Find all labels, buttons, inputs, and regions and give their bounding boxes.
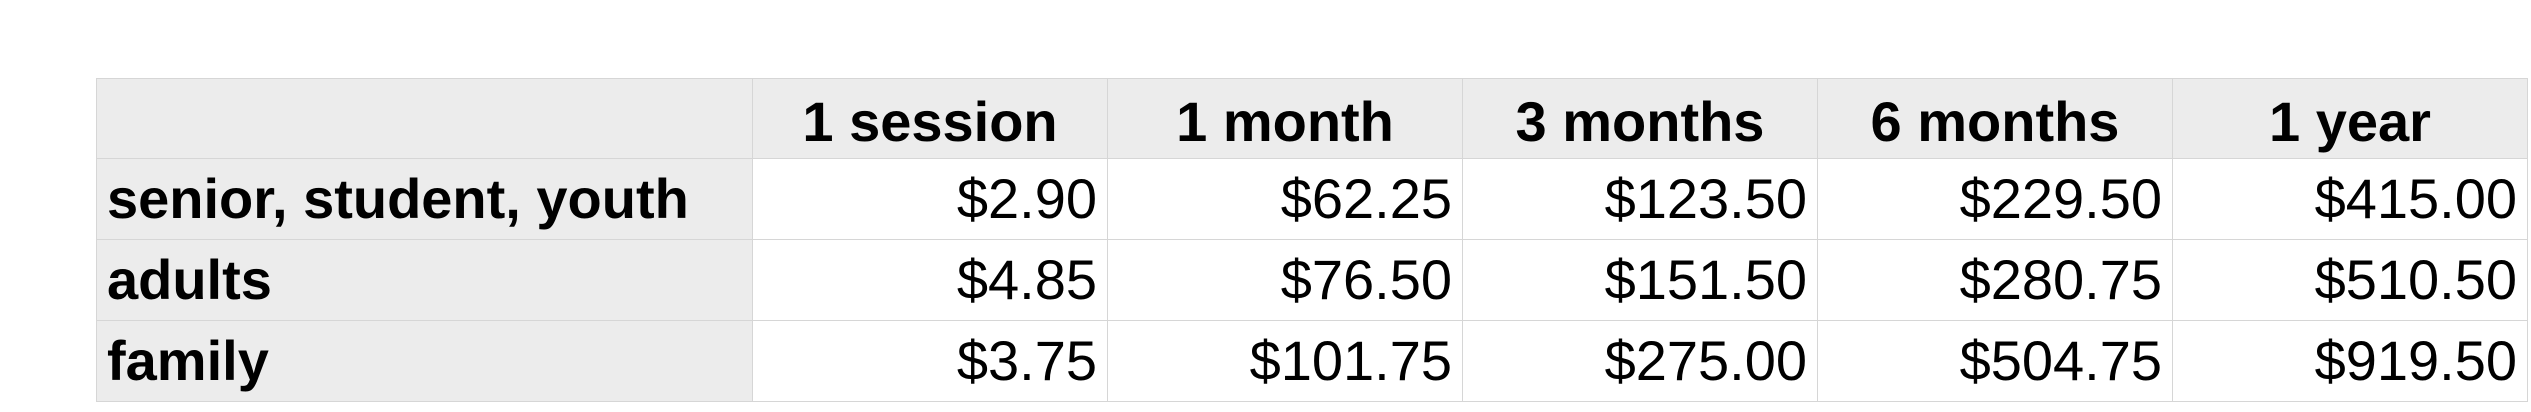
- price-cell: $504.75: [1817, 320, 2173, 402]
- price-cell: $510.50: [2172, 239, 2528, 321]
- price-cell: $4.85: [752, 239, 1108, 321]
- row-header-family: family: [96, 320, 753, 402]
- row-header-senior-student-youth: senior, student, youth: [96, 158, 753, 240]
- price-cell: $123.50: [1462, 158, 1818, 240]
- column-header-3-months: 3 months: [1462, 78, 1818, 159]
- price-cell: $275.00: [1462, 320, 1818, 402]
- price-cell: $3.75: [752, 320, 1108, 402]
- table-row: adults $4.85 $76.50 $151.50 $280.75 $510…: [96, 239, 2528, 321]
- column-header-6-months: 6 months: [1817, 78, 2173, 159]
- price-cell: $280.75: [1817, 239, 2173, 321]
- price-cell: $151.50: [1462, 239, 1818, 321]
- header-row: 1 session 1 month 3 months 6 months 1 ye…: [96, 78, 2528, 159]
- price-cell: $76.50: [1107, 239, 1463, 321]
- price-cell: $101.75: [1107, 320, 1463, 402]
- table-row: family $3.75 $101.75 $275.00 $504.75 $91…: [96, 320, 2528, 402]
- price-cell: $229.50: [1817, 158, 2173, 240]
- column-header-1-year: 1 year: [2172, 78, 2528, 159]
- row-header-adults: adults: [96, 239, 753, 321]
- corner-cell: [96, 78, 753, 159]
- price-cell: $415.00: [2172, 158, 2528, 240]
- table-row: senior, student, youth $2.90 $62.25 $123…: [96, 158, 2528, 240]
- price-cell: $2.90: [752, 158, 1108, 240]
- price-cell: $919.50: [2172, 320, 2528, 402]
- price-cell: $62.25: [1107, 158, 1463, 240]
- pricing-table: 1 session 1 month 3 months 6 months 1 ye…: [96, 78, 2528, 402]
- column-header-1-session: 1 session: [752, 78, 1108, 159]
- column-header-1-month: 1 month: [1107, 78, 1463, 159]
